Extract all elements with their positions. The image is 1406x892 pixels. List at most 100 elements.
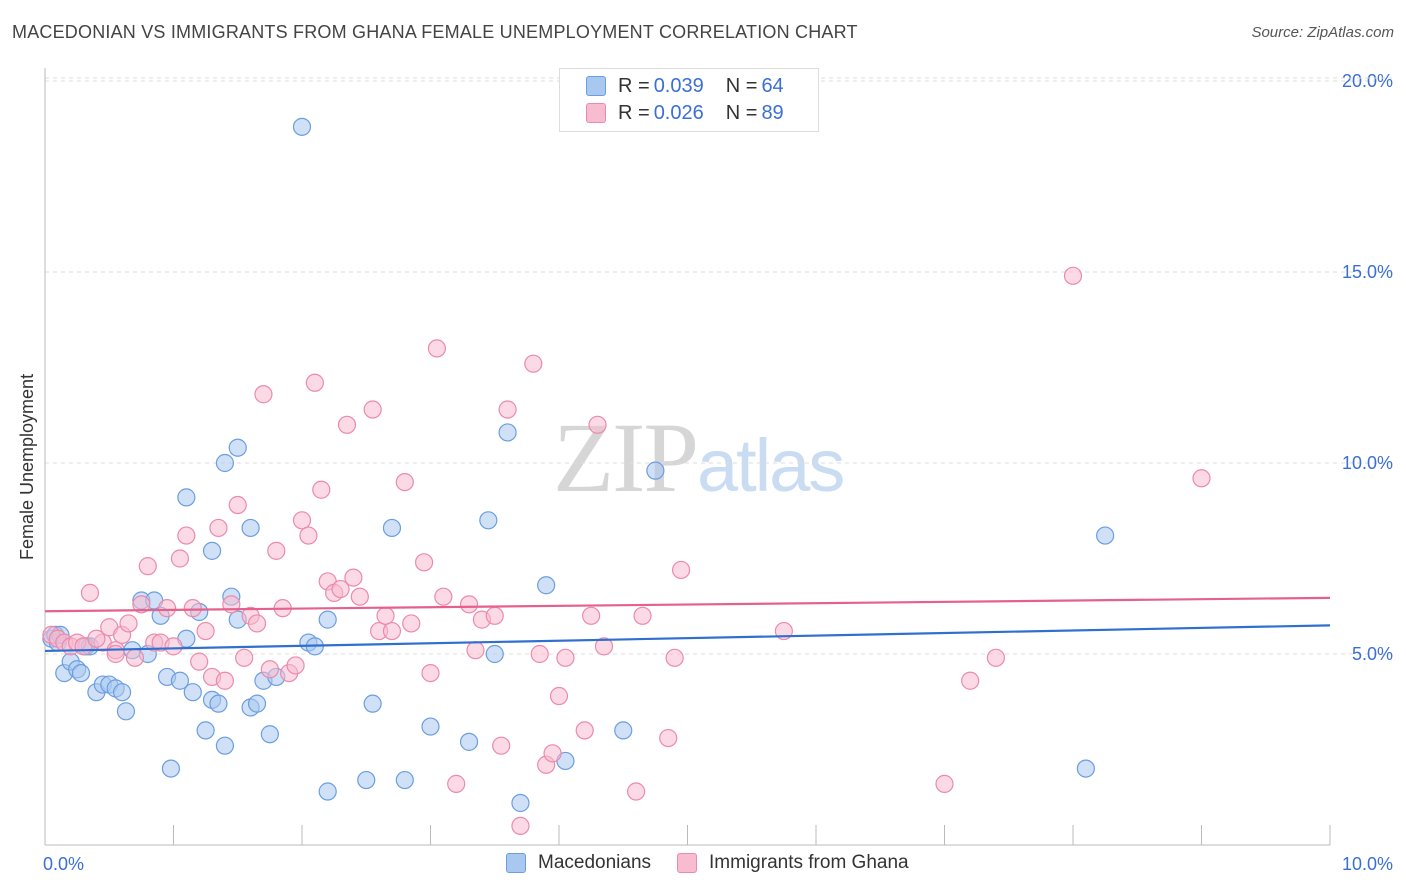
point-ghana (254, 385, 273, 404)
legend-label-macedonians: Macedonians (538, 852, 652, 873)
legend-swatch-blue (506, 853, 526, 873)
point-ghana (626, 782, 646, 801)
point-macedonians (215, 453, 234, 473)
point-macedonians (1096, 526, 1115, 545)
point-ghana (235, 648, 254, 667)
point-ghana (665, 648, 684, 667)
point-ghana (1063, 266, 1083, 285)
point-ghana (177, 526, 196, 545)
point-macedonians (116, 702, 136, 721)
point-macedonians (537, 576, 556, 595)
trend-line-macedonians (44, 624, 1331, 653)
legend-item-macedonians[interactable]: Macedonians (506, 852, 651, 874)
point-ghana (582, 606, 601, 625)
legend-n-value: 89 (761, 101, 784, 124)
point-ghana (247, 614, 267, 633)
point-macedonians (459, 732, 479, 751)
point-ghana (132, 595, 151, 614)
point-macedonians (112, 683, 132, 702)
point-macedonians (421, 717, 440, 736)
point-macedonians (363, 694, 382, 713)
point-ghana (119, 614, 138, 633)
point-ghana (286, 656, 305, 675)
point-ghana (935, 774, 954, 793)
point-ghana (659, 728, 678, 748)
point-ghana (427, 339, 447, 358)
chart-source: Source: ZipAtlas.com (1251, 24, 1394, 41)
point-ghana (260, 660, 279, 679)
point-ghana (511, 816, 530, 836)
point-ghana (87, 629, 106, 648)
point-ghana (164, 637, 183, 656)
point-macedonians (382, 518, 402, 538)
point-ghana (524, 354, 543, 373)
point-ghana (331, 579, 350, 599)
point-ghana (267, 541, 286, 560)
point-macedonians (260, 725, 279, 744)
point-ghana (337, 415, 357, 434)
legend-swatch-pink (677, 853, 698, 873)
point-macedonians (318, 782, 337, 801)
point-ghana (125, 648, 145, 667)
watermark-zip: ZIP (553, 402, 699, 513)
point-ghana (961, 671, 980, 690)
point-ghana (1192, 469, 1211, 488)
point-ghana (575, 721, 594, 740)
point-macedonians (177, 488, 196, 507)
legend-item-ghana[interactable]: Immigrants from Ghana (677, 852, 909, 874)
point-ghana (299, 526, 318, 545)
point-ghana (305, 373, 324, 392)
point-ghana (183, 599, 202, 618)
point-ghana (633, 606, 652, 625)
point-macedonians (241, 518, 260, 538)
y-tick-label: 20.0% (1342, 71, 1393, 91)
point-ghana (459, 595, 479, 614)
point-ghana (485, 606, 504, 625)
point-ghana (80, 583, 100, 602)
x-tick-label: 10.0% (1342, 854, 1393, 874)
point-ghana (543, 744, 562, 763)
legend-swatch-pink (586, 103, 606, 123)
point-ghana (363, 400, 382, 419)
legend-series: Macedonians Immigrants from Ghana (506, 852, 935, 874)
point-ghana (215, 671, 234, 690)
point-ghana (492, 736, 511, 755)
point-macedonians (183, 683, 202, 702)
legend-label-ghana: Immigrants from Ghana (709, 852, 909, 873)
point-ghana (556, 648, 575, 667)
point-ghana (196, 621, 215, 641)
point-ghana (157, 599, 177, 618)
point-ghana (228, 495, 247, 515)
trend-line-ghana (44, 596, 1331, 613)
legend-n-label: N = (725, 101, 758, 124)
legend-n-value: 64 (761, 74, 784, 97)
point-ghana (376, 606, 395, 625)
point-ghana (421, 663, 440, 683)
point-ghana (350, 587, 369, 606)
point-ghana (106, 644, 125, 664)
point-ghana (414, 553, 434, 572)
point-macedonians (614, 721, 633, 740)
watermark-atlas: atlas (697, 424, 845, 507)
legend-stats: R = 0.039 N = 64 R = 0.026 N = 89 (559, 68, 819, 132)
point-ghana (292, 511, 312, 530)
point-ghana (466, 641, 485, 660)
legend-r-value: 0.026 (653, 101, 704, 124)
point-macedonians (479, 511, 498, 530)
point-ghana (138, 557, 157, 576)
point-macedonians (357, 770, 376, 790)
legend-n-label: N = (725, 74, 758, 97)
point-ghana (209, 518, 228, 538)
chart-title: MACEDONIAN VS IMMIGRANTS FROM GHANA FEMA… (12, 22, 858, 42)
x-tick-label: 0.0% (43, 854, 84, 874)
point-macedonians (292, 117, 312, 136)
point-ghana (530, 644, 549, 664)
point-macedonians (1076, 759, 1095, 778)
point-macedonians (71, 663, 91, 683)
point-macedonians (395, 770, 414, 790)
point-ghana (382, 621, 402, 641)
point-ghana (344, 568, 363, 587)
point-macedonians (228, 438, 247, 457)
y-tick-label: 5.0% (1352, 644, 1393, 664)
